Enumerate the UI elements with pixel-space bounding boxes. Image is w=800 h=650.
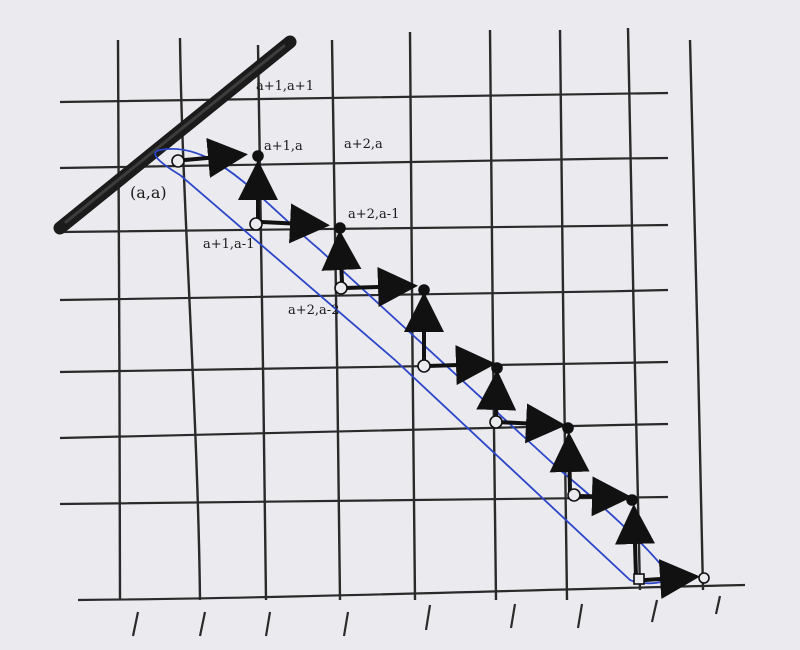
grid-line-v1 [116, 39, 122, 601]
grid-line-h4 [59, 288, 669, 302]
point-open-4 [489, 415, 503, 429]
step-v6 [615, 504, 655, 578]
point-filled-4 [491, 362, 503, 374]
label-a1-am1: a+1,a-1 [203, 237, 254, 252]
tick-9 [714, 595, 722, 615]
tick-5 [424, 604, 432, 631]
point-open-5 [567, 488, 581, 502]
label-a2-am1: a+2,a-1 [348, 207, 399, 222]
point-filled-2 [334, 222, 346, 234]
step-h1 [183, 137, 248, 178]
tick-3 [264, 611, 272, 637]
tick-2 [198, 611, 207, 637]
grid-line-v9 [688, 39, 705, 591]
step-h7 [643, 559, 700, 599]
point-origin [171, 154, 185, 168]
grid-line-h7 [59, 495, 669, 506]
tick-8 [650, 599, 659, 623]
grid-horizontal-lines [59, 91, 746, 602]
point-open-7 [698, 572, 710, 584]
baseline-ticks [131, 595, 722, 637]
tick-6 [509, 603, 517, 629]
label-origin: (a,a) [130, 183, 167, 202]
grid-line-v5 [408, 31, 417, 601]
step-v5 [549, 432, 590, 494]
step-h2 [260, 203, 330, 244]
grid-line-h5 [59, 360, 669, 374]
tick-7 [576, 603, 584, 629]
grid-line-h3 [59, 223, 669, 234]
staircase-path [183, 137, 700, 599]
tick-4 [342, 611, 350, 637]
grid-line-h1 [59, 91, 669, 104]
grid-line-h6 [59, 422, 669, 440]
grid-line-v6 [488, 29, 498, 601]
point-open-1 [249, 217, 263, 231]
point-filled-5 [562, 422, 574, 434]
step-h5 [495, 403, 566, 444]
label-a2-a: a+2,a [344, 137, 383, 152]
grid-line-v7 [558, 29, 569, 601]
grid-line-v8 [626, 27, 642, 591]
diagonal-boundary [53, 35, 297, 235]
point-open-2 [334, 281, 348, 295]
tick-1 [131, 611, 140, 637]
lattice-points [171, 150, 710, 585]
label-a1-a: a+1,a [264, 139, 303, 154]
label-a2-am2: a+2,a-2 [288, 303, 339, 318]
point-open-3 [417, 359, 431, 373]
step-v2 [321, 230, 362, 284]
point-open-6 [633, 573, 645, 585]
point-filled-3 [418, 284, 430, 296]
grid-line-v2 [178, 37, 202, 601]
grid-line-v3 [256, 44, 268, 601]
point-filled-1 [252, 150, 264, 162]
grid-line-h8 [77, 583, 746, 602]
step-h3 [343, 266, 418, 307]
step-h6 [576, 476, 632, 517]
point-filled-6 [626, 494, 638, 506]
grid-line-v4 [330, 39, 342, 601]
step-v4 [476, 370, 517, 422]
step-h4 [426, 345, 496, 386]
label-a1-a1: a+1,a+1 [256, 79, 314, 94]
